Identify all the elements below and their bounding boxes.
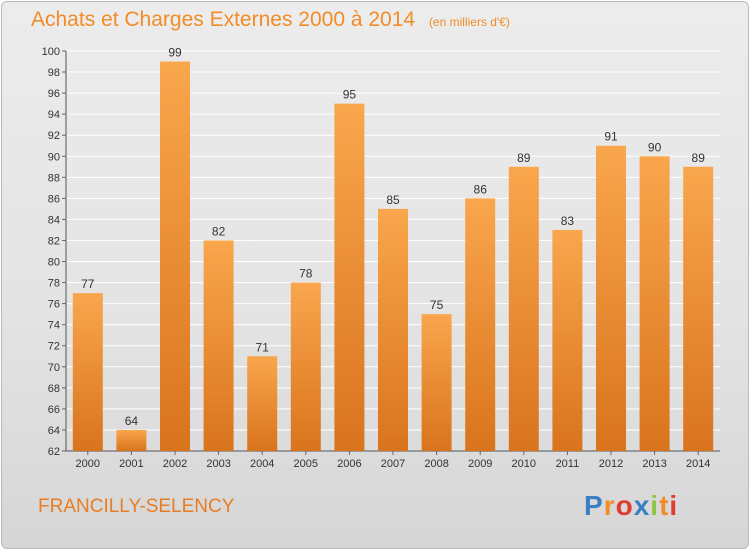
y-tick-label: 80: [48, 257, 60, 269]
x-tick-label: 2011: [556, 458, 580, 470]
x-tick-label: 2008: [424, 458, 448, 470]
bar-2008: [421, 314, 452, 451]
y-tick-label: 88: [48, 172, 60, 184]
chart-title-group: Achats et Charges Externes 2000 à 2014 (…: [31, 8, 510, 32]
data-label: 89: [517, 151, 531, 165]
y-tick-label: 82: [48, 235, 60, 247]
logo-letter: i: [669, 490, 679, 521]
x-tick-label: 2006: [337, 458, 361, 470]
y-tick-label: 74: [48, 320, 60, 332]
data-label: 78: [299, 267, 313, 281]
bar-2013: [639, 156, 670, 451]
y-tick-label: 68: [48, 383, 60, 395]
y-tick-label: 78: [48, 278, 60, 290]
data-label: 99: [168, 46, 182, 60]
data-label: 64: [125, 414, 139, 428]
x-tick-label: 2003: [206, 458, 230, 470]
y-tick-label: 92: [48, 130, 60, 142]
data-label: 77: [81, 277, 95, 291]
bar-2005: [290, 282, 321, 451]
bar-2001: [116, 429, 147, 451]
chart-subtitle: (en milliers d'€): [428, 15, 510, 29]
y-tick-label: 100: [42, 46, 60, 58]
bar-2012: [596, 145, 626, 451]
logo-letter: r: [603, 490, 616, 521]
x-tick-label: 2004: [250, 458, 274, 470]
data-label: 91: [604, 130, 618, 144]
data-label: 71: [256, 340, 270, 354]
bar-2002: [160, 61, 190, 452]
x-tick-label: 2005: [294, 458, 318, 470]
x-tick-label: 2009: [468, 458, 492, 470]
bar-2010: [508, 166, 539, 451]
x-tick-label: 2013: [642, 458, 666, 470]
data-label: 95: [343, 88, 357, 102]
bar-2007: [378, 208, 408, 451]
bar-2011: [552, 229, 583, 451]
x-tick-label: 2014: [686, 458, 710, 470]
y-tick-label: 76: [48, 299, 60, 311]
bar-2009: [465, 198, 496, 451]
logo-letter: i: [650, 490, 660, 521]
proxiti-logo: Proxiti: [584, 490, 678, 522]
logo-letter: o: [615, 490, 634, 521]
bar-2000: [72, 293, 103, 451]
y-tick-label: 96: [48, 88, 60, 100]
y-tick-label: 66: [48, 404, 60, 416]
x-tick-label: 2002: [163, 458, 187, 470]
data-label: 82: [212, 224, 226, 238]
bar-2003: [203, 240, 234, 451]
data-label: 83: [561, 214, 575, 228]
x-tick-label: 2000: [76, 458, 100, 470]
y-tick-label: 86: [48, 193, 60, 205]
logo-letter: P: [584, 490, 604, 521]
logo-letter: x: [633, 490, 651, 521]
y-tick-label: 62: [48, 446, 60, 458]
y-tick-label: 72: [48, 341, 60, 353]
bar-2014: [683, 166, 714, 451]
data-label: 89: [692, 151, 706, 165]
y-tick-label: 90: [48, 151, 60, 163]
x-tick-label: 2001: [119, 458, 143, 470]
y-tick-label: 94: [48, 109, 60, 121]
data-label: 86: [474, 182, 488, 196]
x-tick-label: 2010: [512, 458, 536, 470]
y-tick-label: 84: [48, 214, 60, 226]
y-tick-label: 98: [48, 67, 60, 79]
chart-title: Achats et Charges Externes 2000 à 2014: [31, 8, 416, 31]
bar-2006: [334, 103, 365, 451]
data-label: 85: [386, 193, 400, 207]
data-label: 90: [648, 140, 662, 154]
y-tick-label: 64: [48, 425, 60, 437]
x-tick-label: 2012: [599, 458, 623, 470]
x-tick-label: 2007: [381, 458, 405, 470]
location-name: FRANCILLY-SELENCY: [38, 496, 235, 517]
y-tick-label: 70: [48, 362, 60, 374]
bar-2004: [247, 356, 278, 451]
data-label: 75: [430, 298, 444, 312]
logo-letter: t: [659, 490, 670, 521]
